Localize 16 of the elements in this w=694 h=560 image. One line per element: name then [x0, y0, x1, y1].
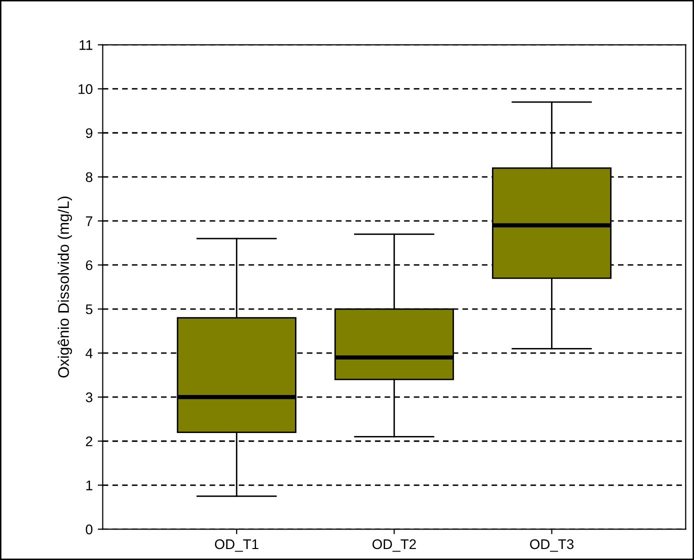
y-tick-label: 1 [86, 480, 92, 490]
y-tick-label: 4 [86, 348, 93, 358]
y-tick-label: 3 [86, 392, 92, 402]
y-tick-label: 5 [86, 304, 92, 314]
y-axis-title: Oxigênio Dissolvido (mg/L) [58, 196, 72, 378]
y-tick-label: 9 [86, 128, 92, 138]
x-tick-label: OD_T1 [214, 539, 258, 552]
y-tick-label: 6 [86, 260, 92, 270]
y-tick-label: 7 [86, 216, 92, 226]
x-tick-label: OD_T3 [530, 539, 574, 552]
y-tick-label: 10 [78, 84, 92, 94]
x-tick-label: OD_T2 [372, 539, 416, 552]
y-tick-label: 8 [86, 172, 92, 182]
y-tick-label: 11 [80, 40, 92, 50]
y-tick-label: 2 [86, 436, 92, 446]
y-tick-label: 0 [86, 524, 92, 534]
